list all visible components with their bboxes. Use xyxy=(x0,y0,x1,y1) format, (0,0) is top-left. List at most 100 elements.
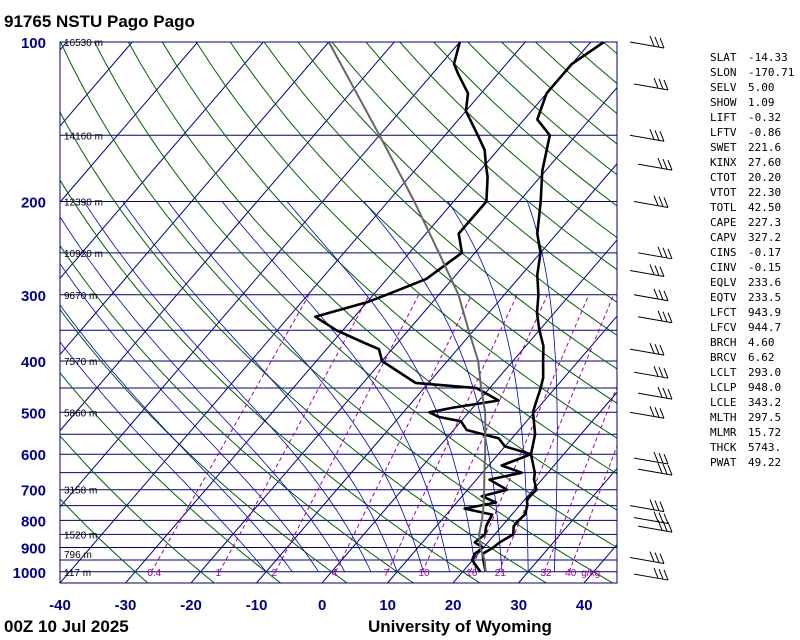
temperature-tick-label: -10 xyxy=(246,597,268,614)
wind-barb xyxy=(629,264,665,278)
temperature-tick-label: 40 xyxy=(576,597,593,614)
pressure-tick-label: 400 xyxy=(21,354,46,371)
index-row: BRCV 6.62 xyxy=(710,350,794,365)
index-name: LIFT xyxy=(710,111,737,124)
wind-barb xyxy=(633,195,669,208)
index-value: -0.15 xyxy=(748,261,782,274)
index-row: PWAT 49.22 xyxy=(710,455,794,470)
mixing-ratio-line xyxy=(274,294,420,573)
temperature-tick-label: 20 xyxy=(445,597,462,614)
mixing-ratio-line xyxy=(498,294,615,572)
isotherm xyxy=(190,86,617,583)
index-name: SLAT xyxy=(710,51,737,64)
isotherm xyxy=(125,42,592,583)
moist-adiabat xyxy=(447,201,529,572)
temperature-tick-label: 10 xyxy=(379,597,396,614)
index-value: -0.17 xyxy=(748,246,782,259)
height-label: 3158 m xyxy=(64,486,97,497)
stability-indices: SLAT -14.33 SLON -170.71 SELV 5.00 SHOW 1.09 LIF… xyxy=(710,50,794,470)
isotherm xyxy=(387,315,617,583)
wind-barb xyxy=(629,551,665,565)
index-row: TOTL 42.50 xyxy=(710,200,794,215)
dry-adiabat xyxy=(365,42,617,271)
moist-adiabat xyxy=(527,201,558,572)
index-value: 221.6 xyxy=(748,141,782,154)
mixing-ratio-line xyxy=(219,294,370,573)
moist-adiabat xyxy=(83,201,372,572)
index-row: LFTV -0.86 xyxy=(710,125,794,140)
wind-barb xyxy=(637,519,673,533)
dry-adiabat xyxy=(60,435,215,583)
mixing-ratio-label: 32 xyxy=(540,568,552,579)
index-value: 6.62 xyxy=(748,351,775,364)
run-time: 00Z 10 Jul 2025 xyxy=(4,617,129,636)
index-name: EQLV xyxy=(710,276,737,289)
pressure-tick-label: 600 xyxy=(21,447,46,464)
index-value: 233.5 xyxy=(748,291,782,304)
index-name: MLMR xyxy=(710,426,737,439)
height-label: 7570 m xyxy=(64,357,97,368)
index-name: SLON xyxy=(710,66,737,79)
index-name: MLTH xyxy=(710,411,737,424)
index-name: SWET xyxy=(710,141,737,154)
mixing-ratio-label: 10 xyxy=(418,568,430,579)
index-name: LCLE xyxy=(710,396,737,409)
station-title: 91765 NSTU Pago Pago xyxy=(4,12,195,31)
index-name: THCK xyxy=(710,441,737,454)
mixing-ratio-label: g/kg xyxy=(581,568,600,579)
mixing-ratio-label: 21 xyxy=(495,568,507,579)
moist-adiabat xyxy=(221,201,450,572)
moist-adiabat xyxy=(286,201,477,572)
moist-adiabat xyxy=(60,262,319,573)
index-row: LCLP 948.0 xyxy=(710,380,794,395)
index-row: CINS -0.17 xyxy=(710,245,794,260)
dry-adiabat xyxy=(127,42,617,511)
height-label: 117 m xyxy=(64,568,91,579)
index-value: 15.72 xyxy=(748,426,782,439)
index-value: 944.7 xyxy=(748,321,782,334)
index-value: 343.2 xyxy=(748,396,782,409)
temperature-tick-label: -20 xyxy=(180,597,202,614)
index-name: SELV xyxy=(710,81,737,94)
index-row: SLON -170.71 xyxy=(710,65,794,80)
index-row: SHOW 1.09 xyxy=(710,95,794,110)
index-row: KINX 27.60 xyxy=(710,155,794,170)
height-label: 16530 m xyxy=(64,38,103,49)
index-name: KINX xyxy=(710,156,737,169)
mixing-ratio-line xyxy=(421,294,548,572)
index-value: 943.9 xyxy=(748,306,782,319)
plot-frame xyxy=(59,41,618,584)
pressure-tick-label: 900 xyxy=(21,541,46,558)
mixing-ratio-label: 0.4 xyxy=(147,568,161,579)
mixing-ratio-label: 7 xyxy=(384,568,390,579)
index-name: CINS xyxy=(710,246,737,259)
dry-adiabat xyxy=(297,42,617,336)
wind-barb xyxy=(629,406,665,419)
pressure-tick-label: 700 xyxy=(21,483,46,500)
dry-adiabat xyxy=(229,42,617,404)
series-parcel xyxy=(327,42,487,572)
index-row: LCLT 293.0 xyxy=(710,365,794,380)
isotherm xyxy=(60,42,264,280)
isotherm xyxy=(321,239,617,583)
wind-barb xyxy=(629,129,665,142)
dry-adiabat xyxy=(94,42,617,548)
wind-barb xyxy=(637,246,673,260)
index-name: PWAT xyxy=(710,456,737,469)
wind-barb xyxy=(629,499,665,513)
height-label: 10920 m xyxy=(64,249,103,260)
mixing-ratio-line xyxy=(568,444,617,572)
index-row: LFCV 944.7 xyxy=(710,320,794,335)
height-label: 1520 m xyxy=(64,530,97,541)
index-value: 227.3 xyxy=(748,216,782,229)
mixing-ratio-line xyxy=(543,385,617,572)
height-label: 9670 m xyxy=(64,291,97,302)
height-label: 796 m xyxy=(64,550,92,561)
index-value: 1.09 xyxy=(748,96,775,109)
wind-barbs xyxy=(629,35,673,581)
series-temperature xyxy=(481,42,605,573)
index-value: 327.2 xyxy=(748,231,782,244)
index-value: 948.0 xyxy=(748,381,782,394)
index-row: CTOT 20.20 xyxy=(710,170,794,185)
index-value: 293.0 xyxy=(748,366,782,379)
